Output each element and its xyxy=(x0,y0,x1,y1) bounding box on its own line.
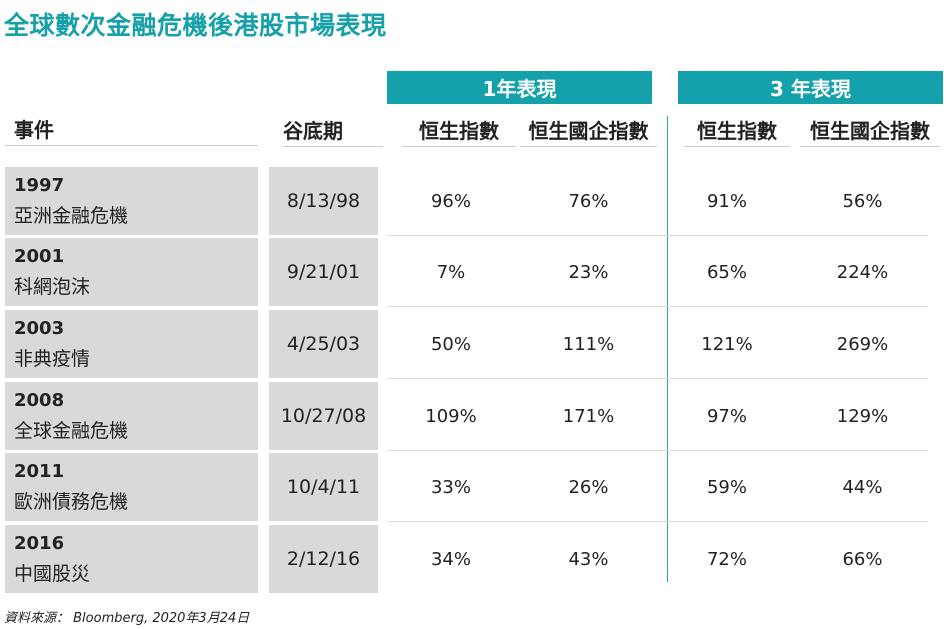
value-hsi-3y: 97% xyxy=(706,405,747,427)
trough-date-cell: 9/21/01 xyxy=(269,238,378,306)
table-row: 2016 中國股災 2/12/16 34% 43% 72% 66% xyxy=(0,525,947,593)
row-separator xyxy=(387,450,928,451)
value-hscei-1y: 26% xyxy=(568,476,609,498)
value-hscei-1y: 43% xyxy=(568,548,609,570)
trough-date-cell: 8/13/98 xyxy=(269,167,378,235)
value-hscei-3y: 224% xyxy=(836,261,889,283)
value-hscei-1y: 171% xyxy=(562,405,615,427)
event-name: 全球金融危機 xyxy=(14,420,129,442)
table-row: 1997 亞洲金融危機 8/13/98 96% 76% 91% 56% xyxy=(0,167,947,236)
trough-date-cell: 10/4/11 xyxy=(269,453,378,521)
value-hsi-3y: 91% xyxy=(706,190,747,212)
row-separator xyxy=(387,306,928,307)
column-header-hscei-1y: 恒生國企指數 xyxy=(520,112,657,147)
table-row: 2001 科網泡沫 9/21/01 7% 23% 65% 224% xyxy=(0,238,947,307)
column-header-hscei-3y: 恒生國企指數 xyxy=(800,112,940,147)
page-title: 全球數次金融危機後港股市場表現 xyxy=(4,11,387,40)
value-hsi-1y: 33% xyxy=(430,476,471,498)
group-header-3y: 3 年表現 xyxy=(678,71,943,104)
event-name: 科網泡沫 xyxy=(14,276,91,298)
event-cell: 2011 歐洲債務危機 xyxy=(5,453,258,521)
event-name: 非典疫情 xyxy=(14,348,91,370)
value-hscei-1y: 76% xyxy=(568,190,609,212)
value-hscei-1y: 111% xyxy=(562,333,615,355)
event-name: 亞洲金融危機 xyxy=(14,205,129,227)
table-row: 2011 歐洲債務危機 10/4/11 33% 26% 59% 44% xyxy=(0,453,947,522)
event-cell: 2016 中國股災 xyxy=(5,525,258,593)
value-hscei-3y: 44% xyxy=(842,476,883,498)
value-hscei-3y: 56% xyxy=(842,190,883,212)
row-separator xyxy=(387,235,928,236)
event-year: 2003 xyxy=(14,318,65,339)
trough-date-cell: 10/27/08 xyxy=(269,382,378,450)
event-year: 2011 xyxy=(14,461,65,482)
source-note: 資料來源： Bloomberg, 2020年3月24日 xyxy=(4,611,250,626)
value-hsi-1y: 96% xyxy=(430,190,471,212)
column-divider xyxy=(667,116,668,582)
group-header-1y: 1年表現 xyxy=(387,71,652,104)
value-hsi-3y: 59% xyxy=(706,476,747,498)
column-header-hsi-3y: 恒生指數 xyxy=(684,112,790,147)
event-year: 2008 xyxy=(14,390,65,411)
value-hsi-3y: 72% xyxy=(706,548,747,570)
event-cell: 2003 非典疫情 xyxy=(5,310,258,378)
value-hscei-3y: 66% xyxy=(842,548,883,570)
value-hsi-1y: 7% xyxy=(436,261,466,283)
event-year: 2001 xyxy=(14,246,65,267)
table-row: 2008 全球金融危機 10/27/08 109% 171% 97% 129% xyxy=(0,382,947,451)
table-row: 2003 非典疫情 4/25/03 50% 111% 121% 269% xyxy=(0,310,947,379)
column-header-trough: 谷底期 xyxy=(283,112,383,147)
value-hsi-3y: 121% xyxy=(701,333,753,355)
event-name: 歐洲債務危機 xyxy=(14,491,129,513)
value-hscei-1y: 23% xyxy=(568,261,609,283)
value-hsi-1y: 109% xyxy=(425,405,477,427)
event-cell: 2001 科網泡沫 xyxy=(5,238,258,306)
event-name: 中國股災 xyxy=(14,563,91,585)
column-header-event: 事件 xyxy=(5,112,258,146)
event-cell: 2008 全球金融危機 xyxy=(5,382,258,450)
column-header-hsi-1y: 恒生指數 xyxy=(402,112,516,147)
value-hscei-3y: 129% xyxy=(836,405,889,427)
row-separator xyxy=(387,521,928,522)
trough-date-cell: 4/25/03 xyxy=(269,310,378,378)
event-year: 1997 xyxy=(14,175,65,196)
event-cell: 1997 亞洲金融危機 xyxy=(5,167,258,235)
row-separator xyxy=(387,378,928,379)
trough-date-cell: 2/12/16 xyxy=(269,525,378,593)
value-hsi-1y: 50% xyxy=(430,333,471,355)
value-hsi-1y: 34% xyxy=(430,548,471,570)
value-hscei-3y: 269% xyxy=(836,333,889,355)
event-year: 2016 xyxy=(14,533,65,554)
value-hsi-3y: 65% xyxy=(706,261,747,283)
